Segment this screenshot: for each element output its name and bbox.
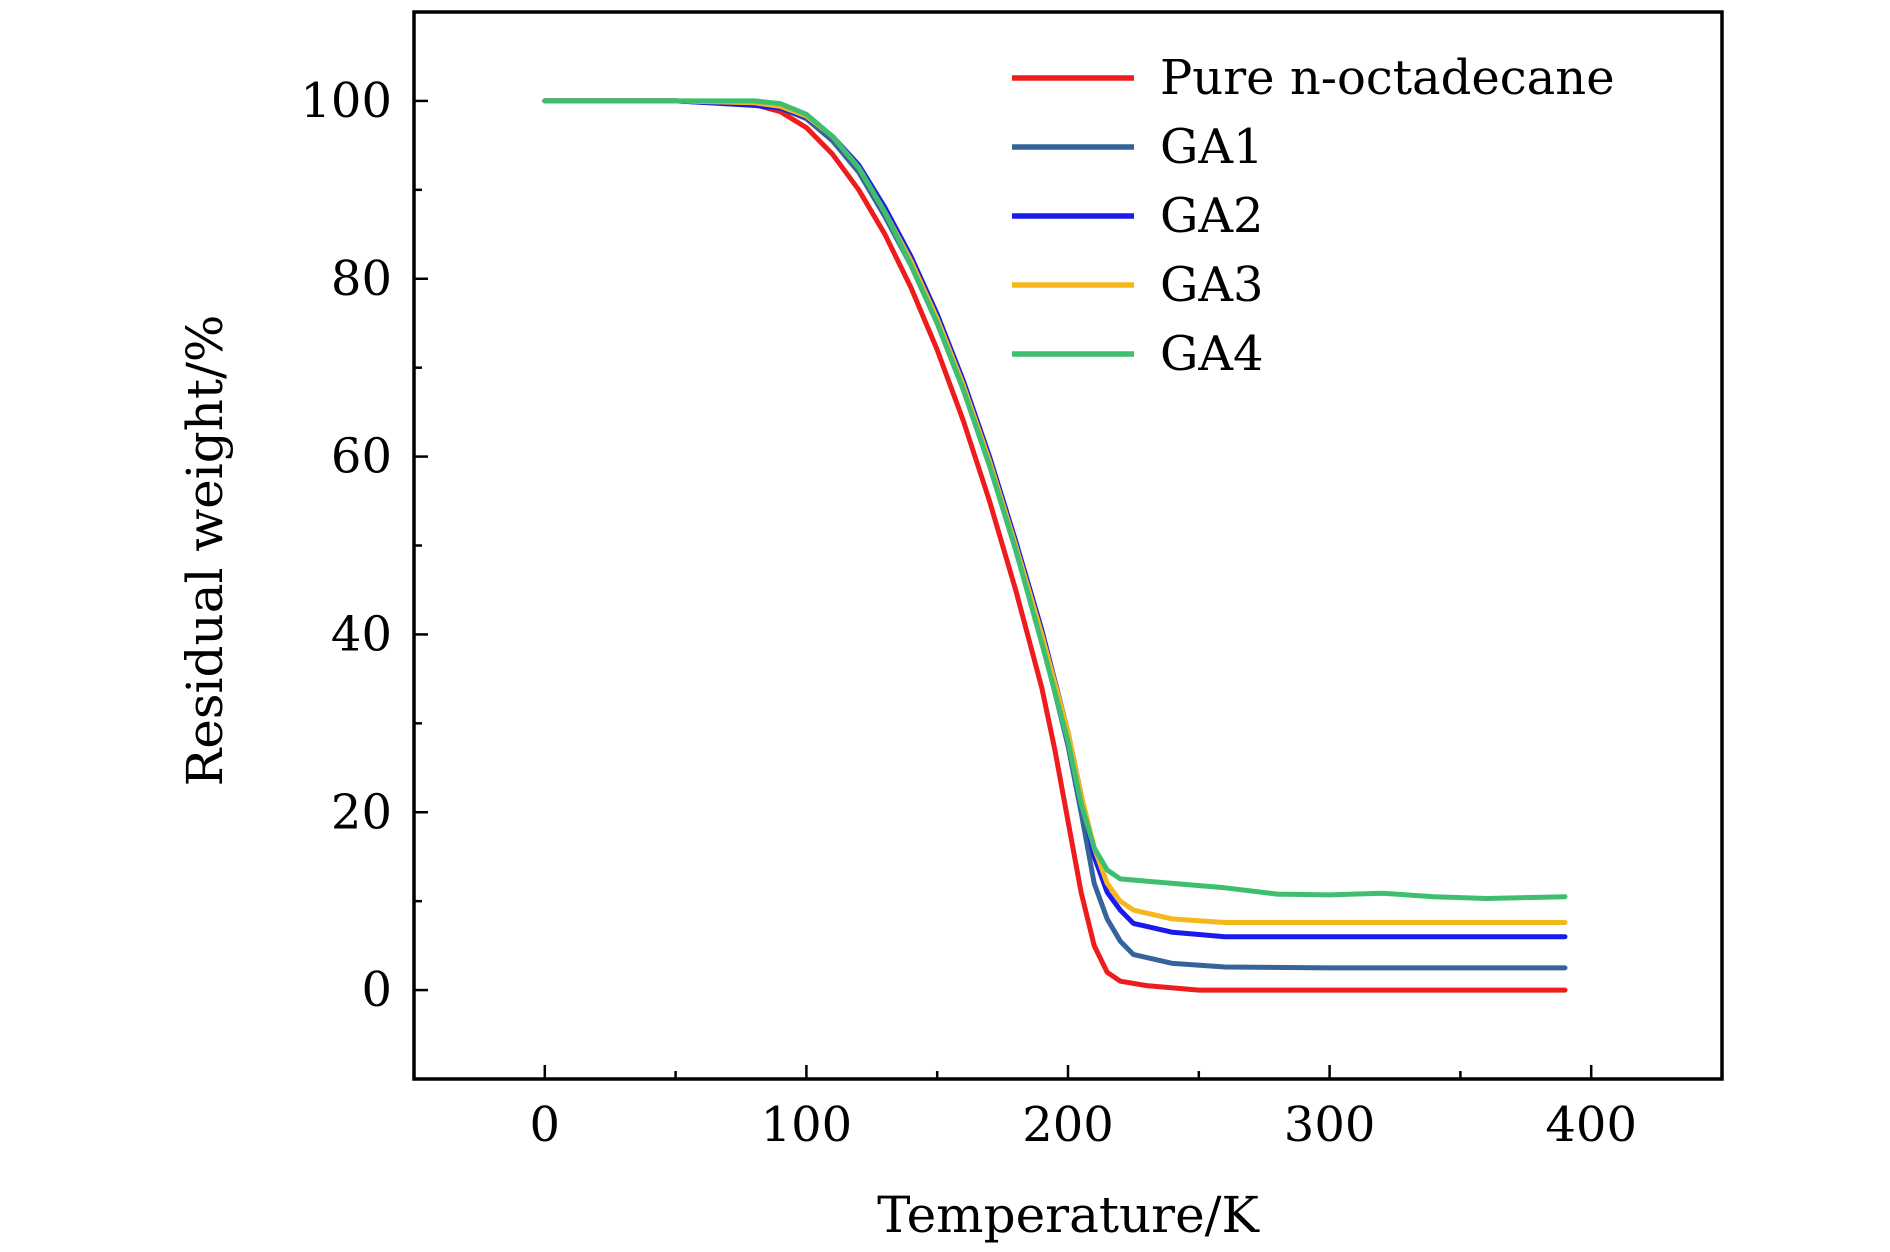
x-tick-label-100: 100 xyxy=(761,1097,853,1153)
series-line-4 xyxy=(542,98,1568,901)
y-tick-label-60: 60 xyxy=(331,429,392,485)
legend-label-4: GA4 xyxy=(1160,326,1264,382)
series-line-2 xyxy=(542,98,1568,940)
series-line-0 xyxy=(542,98,1568,993)
legend-label-3: GA3 xyxy=(1160,257,1264,313)
series-line-3 xyxy=(542,98,1568,925)
y-tick-label-40: 40 xyxy=(331,606,392,662)
y-tick-label-80: 80 xyxy=(331,251,392,307)
tick-labels: 0 100 200 300 400 0 20 40 60 80 100 xyxy=(300,73,1637,1153)
x-tick-label-200: 200 xyxy=(1022,1097,1114,1153)
series-layer xyxy=(542,98,1568,993)
axis-ticks xyxy=(414,99,1593,1079)
x-axis-title: Temperature/K xyxy=(877,1186,1260,1244)
legend-label-0: Pure n-octadecane xyxy=(1160,50,1615,106)
y-axis-title: Residual weight/% xyxy=(176,315,234,787)
legend-label-1: GA1 xyxy=(1160,119,1264,175)
x-tick-label-0: 0 xyxy=(530,1097,561,1153)
plot-frame xyxy=(412,10,1724,1081)
x-tick-label-400: 400 xyxy=(1545,1097,1637,1153)
legend: Pure n-octadecane GA1 GA2 GA3 GA4 xyxy=(1012,50,1615,382)
series-line-1 xyxy=(542,98,1568,971)
x-tick-label-300: 300 xyxy=(1284,1097,1376,1153)
y-tick-label-20: 20 xyxy=(331,784,392,840)
legend-label-2: GA2 xyxy=(1160,188,1264,244)
y-tick-label-100: 100 xyxy=(300,73,392,129)
y-tick-label-0: 0 xyxy=(361,962,392,1018)
